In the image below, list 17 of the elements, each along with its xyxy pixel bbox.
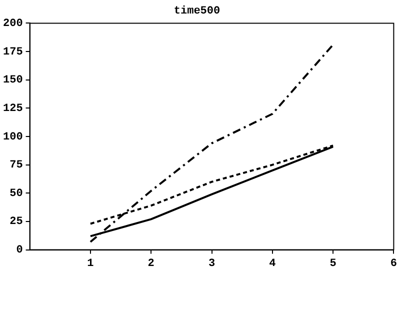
y-tick-label: 200 (2, 18, 23, 30)
y-tick-label: 25 (10, 216, 24, 228)
y-tick-label: 175 (2, 46, 24, 58)
line-series (89, 44, 334, 243)
x-tick-label: 4 (269, 258, 276, 270)
x-tick-label: 6 (390, 258, 398, 270)
y-tick-label: 125 (2, 102, 24, 115)
y-tick-label: 50 (10, 188, 23, 200)
x-tick-label: 5 (330, 258, 337, 270)
y-tick-label: 0 (16, 244, 23, 257)
y-tick-label: 150 (2, 74, 23, 87)
chart-title: time500 (174, 5, 220, 18)
y-tick-label: 100 (2, 131, 23, 144)
y-tick-label: 75 (10, 160, 24, 172)
x-tick-label: 2 (148, 258, 154, 270)
x-tick-label: 3 (208, 258, 216, 270)
x-tick-label: 1 (87, 258, 94, 270)
